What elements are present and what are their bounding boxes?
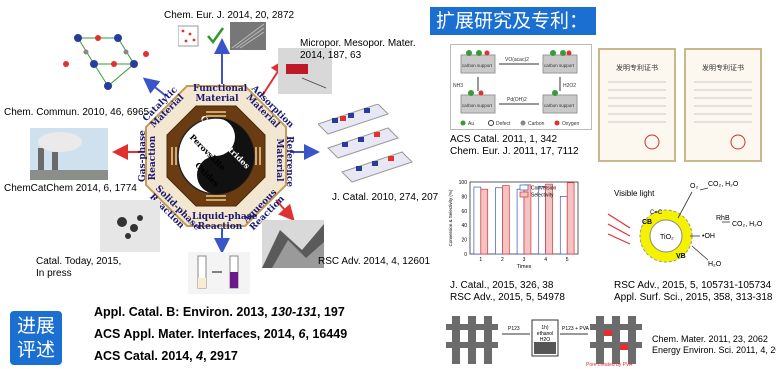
segment-gas: Gas-phase Reaction xyxy=(138,130,158,182)
liquid-phase-photo xyxy=(188,252,250,294)
p123-pva-label: P123 + PVA xyxy=(562,326,590,332)
functional-material-figure xyxy=(178,22,266,50)
y-tick-label: 20 xyxy=(461,238,467,244)
bar xyxy=(559,196,568,255)
y-tick-label: 0 xyxy=(464,252,467,258)
scheme-step-2: H2O2 xyxy=(563,83,576,89)
patent-title-1: 发明专利证书 xyxy=(616,63,658,72)
rhb-label: RhB xyxy=(716,215,730,222)
x-tick-label: 1 xyxy=(479,257,482,263)
citation-catal-today: Catal. Today, 2015, In press xyxy=(36,256,122,279)
citation-chem-commun: Chem. Commun. 2010, 46, 6965 xyxy=(4,107,150,118)
extension-title: 扩展研究及专利： xyxy=(430,7,596,35)
pore-template-figure: 1h) ethanol H2O P123 P123 + PVA Pore cre… xyxy=(446,316,642,368)
segment-reference: Reference Material xyxy=(274,136,294,188)
segment-functional: Functional Material xyxy=(193,84,248,104)
x-tick-label: 5 xyxy=(566,257,569,263)
scheme-label-2: carbon support xyxy=(544,63,575,68)
catalyst-scheme: VO(acac)2 H2O2 Pd(OH)2 NH3 carbon suppor… xyxy=(450,44,592,130)
citation-rsc-adv: RSC Adv. 2014, 4, 12601 xyxy=(318,256,431,267)
progress-ref-1: Appl. Catal. B: Environ. 2013, 130-131, … xyxy=(94,305,345,319)
scheme-label-4: carbon support xyxy=(544,103,575,108)
conversion-selectivity-chart: 0 20 40 60 80 100 1 2 3 4 5 Times Conversion & Selec… xyxy=(448,180,579,270)
mid-label-2: ethanol xyxy=(537,331,553,337)
citation-j-catal-2015: J. Catal., 2015, 326, 38 RSC Adv., 2015,… xyxy=(450,280,565,303)
legend-label: Selectivity xyxy=(531,193,554,199)
o2-label: O₂ xyxy=(690,183,698,190)
tio2-label: TiO₂ xyxy=(660,234,674,241)
pore-pva-label: Pore created by PVA xyxy=(586,362,633,368)
legend-carbon: Carbon xyxy=(528,121,545,127)
y-tick-label: 40 xyxy=(461,223,467,229)
legend-swatch xyxy=(519,191,529,198)
badge-line-1: 进展 xyxy=(16,315,55,337)
legend-defect: Defect xyxy=(496,121,511,127)
badge-line-2: 评述 xyxy=(16,339,55,361)
scheme-label-1: carbon support xyxy=(462,63,493,68)
scheme-step-4: NH3 xyxy=(453,83,463,89)
x-axis-label: Times xyxy=(517,264,532,270)
citation-chem-eur: Chem. Eur. J. 2014, 20, 2872 xyxy=(164,10,295,21)
co2-h2o-top: CO₂, H₂O xyxy=(708,181,739,188)
scheme-step-3: Pd(OH)2 xyxy=(507,97,527,103)
patent-certificate-1: 发明专利证书 xyxy=(598,48,676,162)
bar xyxy=(516,188,525,255)
legend-oxygen: Oxygen xyxy=(562,121,579,127)
scheme-step-1: VO(acac)2 xyxy=(505,57,529,63)
gas-phase-photo xyxy=(30,128,108,180)
co2-h2o-mid: CO₂, H₂O xyxy=(732,221,763,228)
y-tick-label: 60 xyxy=(461,209,467,215)
progress-ref-2: ACS Appl. Mater. Interfaces, 2014, 6, 16… xyxy=(94,327,348,341)
legend-label: Conversion xyxy=(531,186,557,192)
cb-label: CB xyxy=(642,219,652,226)
vb-label: VB xyxy=(676,253,686,260)
bar xyxy=(473,186,482,255)
p123-label: P123 xyxy=(508,326,520,332)
h2o-label: H₂O xyxy=(708,261,722,268)
patent-certificate-2: 发明专利证书 xyxy=(684,48,762,162)
citation-acs-catal-2011: ACS Catal. 2011, 1, 342 Chem. Eur. J. 20… xyxy=(450,134,579,157)
molecular-structure-figure xyxy=(63,34,149,90)
bar xyxy=(480,188,489,255)
progress-review-badge: 进展 评述 xyxy=(10,311,62,365)
bar xyxy=(495,187,503,255)
bar xyxy=(566,182,575,255)
scheme-label-3: carbon support xyxy=(462,103,493,108)
y-axis-label: Conversion & Selectivity (%) xyxy=(448,189,453,246)
reference-material-figure xyxy=(318,104,413,183)
legend-au: Au xyxy=(468,121,474,127)
bar xyxy=(502,185,510,255)
citation-chemcatchem: ChemCatChem 2014, 6, 1774 xyxy=(4,183,137,194)
patent-title-2: 发明专利证书 xyxy=(702,63,744,72)
oh-label: •OH xyxy=(702,233,715,240)
citation-rsc-adv-2015: RSC Adv., 2015, 5, 105731-105734 Appl. S… xyxy=(614,280,773,303)
y-tick-label: 80 xyxy=(461,194,467,200)
trigram-marks xyxy=(171,111,261,201)
aqueous-photo xyxy=(262,220,324,268)
x-tick-label: 3 xyxy=(523,257,526,263)
bar xyxy=(545,183,553,255)
adsorption-photo xyxy=(278,48,332,94)
x-tick-label: 2 xyxy=(501,257,504,263)
solid-phase-photo xyxy=(100,200,160,252)
citation-chem-mater: Chem. Mater. 2011, 23, 2062 Energy Envir… xyxy=(652,334,776,355)
hub-diagram xyxy=(112,38,320,254)
visible-light-label: Visible light xyxy=(614,189,655,198)
citation-j-catal: J. Catal. 2010, 274, 207 xyxy=(332,192,439,203)
legend-swatch xyxy=(519,184,529,191)
segment-liquid: Liquid-phase Reaction xyxy=(192,212,258,232)
mid-label-1: 1h) xyxy=(541,325,549,331)
x-tick-label: 4 xyxy=(544,257,547,263)
citation-micropor: Micropor. Mesopor. Mater. 2014, 187, 63 xyxy=(300,38,416,61)
photocatalysis-diagram: Visible light TiO₂ CB VB C=C O₂ CO₂, H₂O… xyxy=(607,181,763,268)
progress-ref-3: ACS Catal. 2014, 4, 2917 xyxy=(94,349,238,363)
mid-label-3: H2O xyxy=(540,337,550,343)
cc-label: C=C xyxy=(650,210,663,216)
y-tick-label: 100 xyxy=(459,180,468,186)
